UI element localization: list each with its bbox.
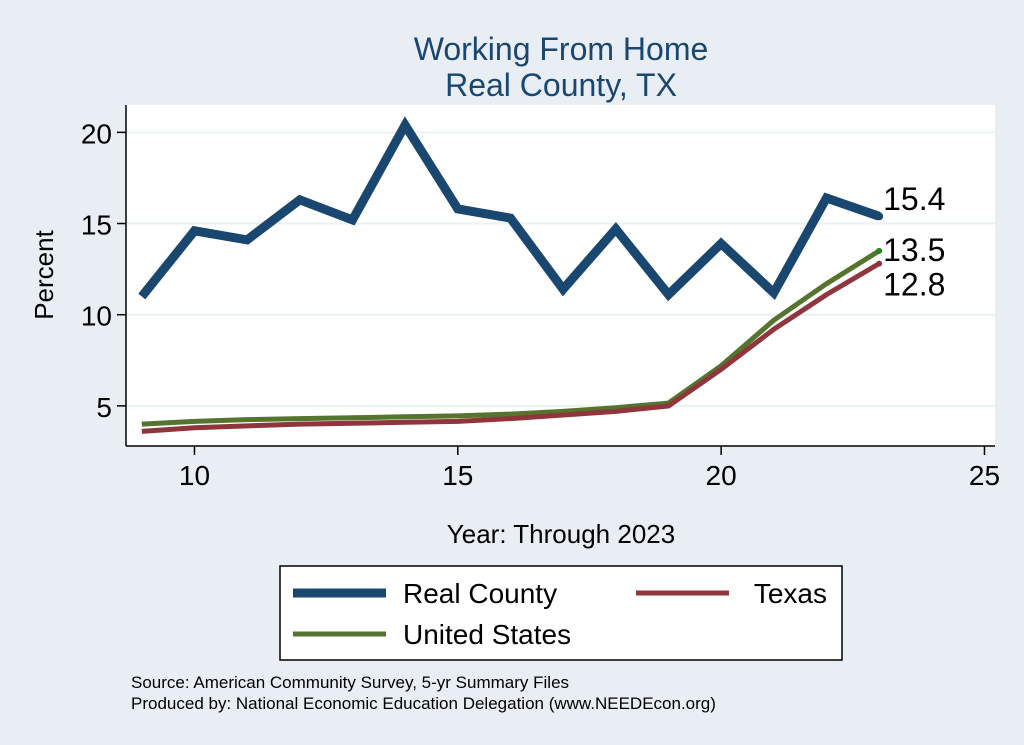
end-labels: 15.4 12.813.5 [883,181,945,302]
x-tick-label: 15 [442,460,473,491]
series-line-real-county [138,116,881,302]
end-label-texas: 12.8 [883,267,945,303]
end-point-real-county [875,212,884,221]
plot-area [126,105,995,446]
end-label-real-county: 15.4 [883,181,945,217]
legend-box [279,565,843,661]
producer-note: Produced by: National Economic Education… [131,694,716,713]
end-label-united-states: 13.5 [883,232,945,268]
legend-label-united-states: United States [403,619,571,650]
end-point-united-states [876,247,883,254]
y-tick-label: 15 [81,210,112,241]
y-tick-label: 10 [81,301,112,332]
legend-label-texas: Texas [754,578,827,609]
axes: 5 10 15 20 10 15 20 25 [81,105,1000,491]
x-tick-label: 25 [969,460,1000,491]
x-axis-title: Year: Through 2023 [447,519,675,549]
legend: Real County Texas United States [293,578,827,650]
chart-title: Working From Home [414,31,709,67]
chart-subtitle: Real County, TX [445,67,677,103]
y-axis-title: Percent [29,229,59,319]
series-layer [138,116,884,434]
x-tick-label: 20 [706,460,737,491]
x-tick-label: 10 [179,460,210,491]
y-tick-label: 5 [96,392,112,423]
legend-label-real-county: Real County [403,578,557,609]
source-note: Source: American Community Survey, 5-yr … [131,673,569,692]
series-line-texas [141,261,881,434]
end-point-texas [876,260,883,267]
y-tick-label: 20 [81,118,112,149]
series-line-united-states [141,248,881,427]
